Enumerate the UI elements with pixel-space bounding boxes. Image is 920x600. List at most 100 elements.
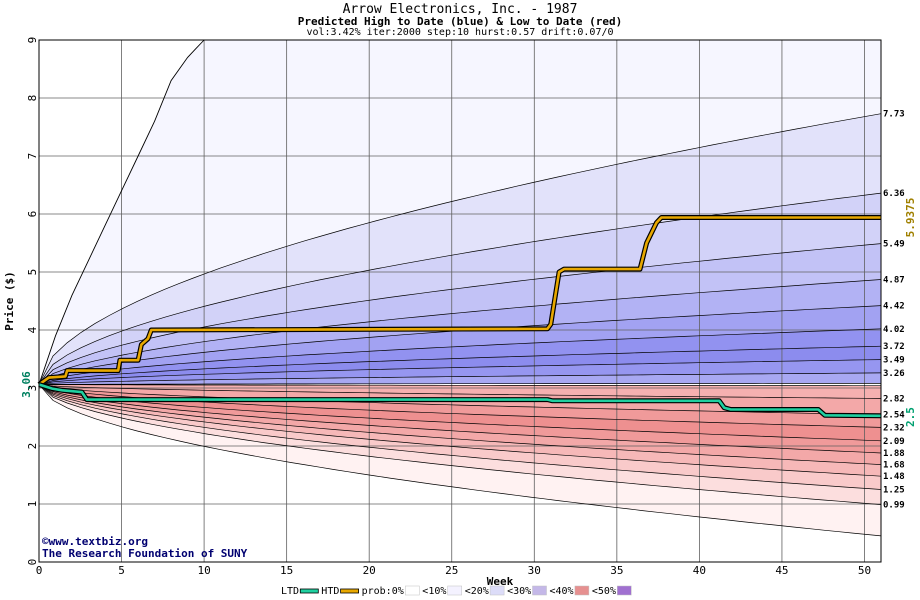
legend-label: <10% (422, 586, 446, 597)
high-boundary-8 (38, 372, 882, 385)
low-band-2 (39, 384, 881, 428)
high-band-3 (39, 243, 881, 385)
y-tick-label: 6 (26, 211, 39, 218)
legend-line-swatch (299, 588, 319, 594)
x-tick-label: 25 (445, 564, 458, 577)
value-labels: 3.06 7.73 6.36 5.49 4.87 4.42 4.02 3.72 3.49 3.26… (20, 110, 917, 511)
legend-label: LTD (281, 586, 299, 597)
high-band-2 (39, 193, 881, 385)
low-band-4 (39, 384, 881, 453)
low-band-7 (39, 384, 881, 490)
band-value-label: 2.54 (883, 411, 905, 421)
band-value-label: 3.26 (883, 369, 905, 379)
x-tick-label: 15 (280, 564, 293, 577)
axes: 0 5 10 15 20 25 30 35 40 45 500123456789WeekPrice … (3, 37, 882, 588)
y-tick-label: 3 (26, 385, 39, 392)
legend-color-swatch (617, 585, 632, 596)
low-boundary-7 (38, 384, 882, 477)
legend-label: <20% (465, 586, 489, 597)
probability-bands (39, 40, 881, 562)
band-value-label: 0.99 (883, 501, 905, 511)
band-value-label: 3.49 (883, 356, 905, 366)
low-boundary-5 (38, 384, 882, 454)
high-band-8 (39, 359, 881, 385)
legend-color-swatch (405, 585, 420, 596)
x-tick-label: 30 (528, 564, 541, 577)
high-boundary-1 (38, 192, 882, 385)
band-value-label: 1.48 (883, 472, 905, 482)
band-value-label: 4.02 (883, 325, 905, 335)
legend-label: HTD (321, 586, 339, 597)
x-tick-label: 20 (363, 564, 376, 577)
low-boundary-0 (38, 384, 881, 387)
band-boundaries (38, 39, 882, 537)
high-boundary-6 (38, 345, 882, 385)
legend-color-swatch (574, 585, 590, 596)
x-tick-label: 50 (858, 564, 871, 577)
band-value-label: 3.72 (883, 342, 905, 352)
band-value-label: 4.87 (883, 276, 905, 286)
low-band-5 (39, 384, 881, 465)
high-band-4 (39, 279, 881, 385)
outer-high-curve (38, 39, 205, 385)
legend-label: <40% (550, 586, 574, 597)
high-boundary-9 (38, 383, 881, 385)
high-band-7 (39, 346, 881, 385)
high-band-9 (39, 372, 881, 385)
band-value-label: 4.42 (883, 302, 905, 312)
y-tick-label: 1 (26, 501, 39, 508)
end-marker-label: 2.5 (904, 407, 917, 427)
watermark-url: ©www.textbiz.org (42, 535, 148, 548)
chart-parameters: vol:3.42% iter:2000 step:10 hurst:0.57 d… (306, 27, 614, 38)
low-boundary-10 (38, 384, 882, 537)
y-tick-label: 5 (26, 269, 39, 276)
band-value-label: 7.73 (883, 110, 905, 120)
series-lines (37, 215, 882, 419)
watermark: ©www.textbiz.org The Research Foundation… (42, 535, 248, 560)
high-boundary-5 (38, 328, 882, 385)
high-boundary-0 (38, 113, 882, 385)
legend-label: prob:0% (362, 586, 404, 597)
legend-color-swatch (447, 585, 462, 596)
plot-frame (38, 39, 882, 563)
low-boundary-6 (38, 384, 882, 465)
band-value-label: 6.36 (883, 189, 905, 199)
low-boundary-9 (38, 384, 882, 505)
band-value-label: 1.25 (883, 486, 905, 496)
series-line-LTD (38, 383, 882, 418)
x-tick-label: 35 (610, 564, 623, 577)
low-band-8 (39, 384, 881, 505)
x-tick-label: 0 (36, 564, 43, 577)
y-tick-label: 9 (26, 37, 39, 44)
low-band-3 (39, 384, 881, 441)
high-band-1 (39, 113, 881, 385)
band-value-label: 5.49 (883, 240, 905, 250)
x-tick-label: 5 (118, 564, 125, 577)
end-marker-label: 5.9375 (904, 198, 917, 238)
start-price-label: 3.06 (20, 371, 33, 398)
series-line-HTD (38, 216, 881, 386)
chart-subtitle: Predicted High to Date (blue) & Low to D… (297, 15, 623, 28)
y-axis-label: Price ($) (3, 271, 16, 331)
legend-label: <30% (507, 586, 531, 597)
y-tick-label: 8 (26, 95, 39, 102)
x-tick-label: 10 (197, 564, 210, 577)
high-boundary-7 (38, 359, 882, 385)
band-value-label: 2.82 (883, 394, 905, 404)
legend-color-swatch (489, 585, 505, 596)
high-boundary-3 (38, 279, 882, 385)
x-axis-label: Week (487, 575, 514, 588)
band-value-label: 1.68 (883, 461, 905, 471)
x-tick-label: 45 (775, 564, 788, 577)
band-value-label: 2.32 (883, 423, 905, 433)
y-tick-label: 4 (26, 326, 39, 333)
high-band-5 (39, 305, 881, 385)
low-boundary-8 (38, 384, 882, 490)
high-band-0 (39, 40, 881, 385)
chart-title: Arrow Electronics, Inc. - 1987 (342, 2, 578, 17)
x-tick-label: 40 (693, 564, 706, 577)
low-band-9 (39, 384, 881, 536)
low-boundary-4 (38, 384, 882, 442)
low-boundary-1 (38, 384, 882, 399)
